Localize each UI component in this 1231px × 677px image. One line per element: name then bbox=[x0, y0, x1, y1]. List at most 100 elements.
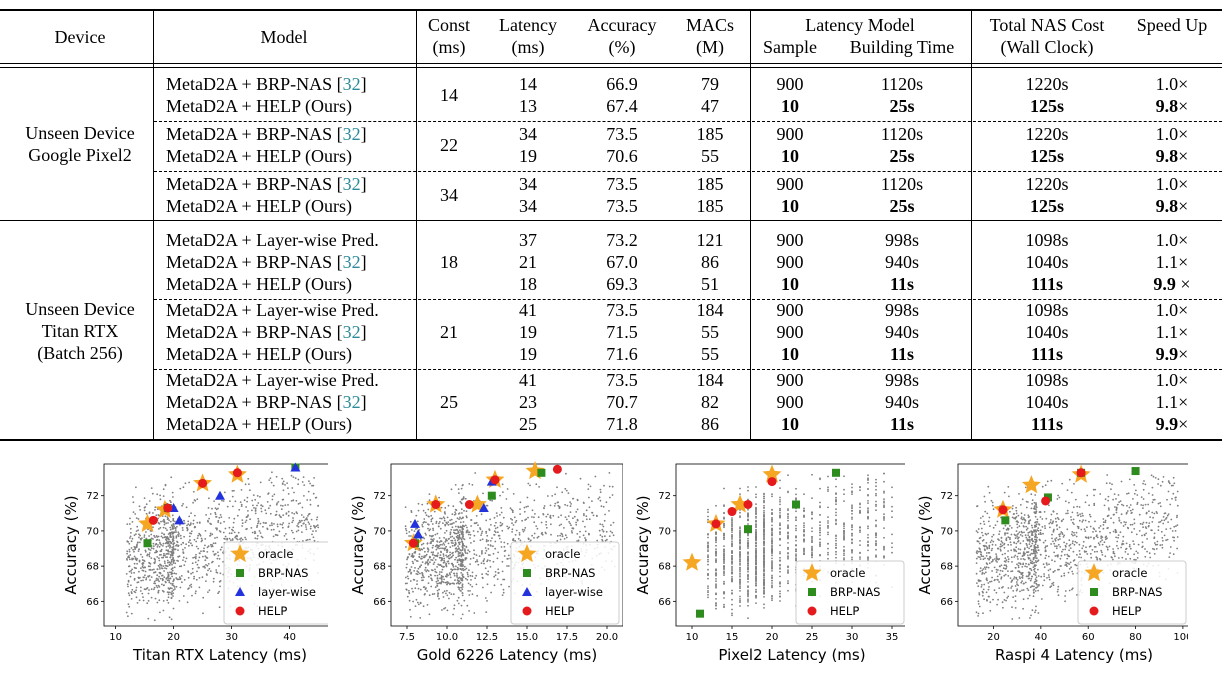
background-point bbox=[723, 593, 725, 595]
model-label: MetaD2A + BRP-NAS [ bbox=[166, 252, 343, 272]
brp-nas-point bbox=[744, 525, 752, 533]
y-tick-label: 72 bbox=[658, 491, 671, 502]
background-point bbox=[991, 550, 993, 552]
background-point bbox=[133, 558, 135, 560]
background-point bbox=[316, 497, 318, 499]
background-point bbox=[282, 483, 284, 485]
background-point bbox=[136, 563, 138, 565]
speedup-number: 1.1 bbox=[1156, 252, 1179, 272]
background-point bbox=[461, 512, 463, 514]
background-point bbox=[167, 560, 169, 562]
citation-close: ] bbox=[361, 174, 367, 194]
background-point bbox=[763, 536, 765, 538]
building-value: 11s bbox=[890, 274, 914, 295]
background-point bbox=[1112, 548, 1114, 550]
latency-value: 21 bbox=[519, 252, 537, 273]
background-point bbox=[554, 505, 556, 507]
speedup-number: 9.9 bbox=[1156, 344, 1179, 364]
background-point bbox=[288, 515, 290, 517]
background-point bbox=[502, 483, 504, 485]
background-point bbox=[450, 577, 452, 579]
y-tick-label: 68 bbox=[86, 562, 99, 573]
background-point bbox=[450, 593, 452, 595]
background-point bbox=[976, 558, 978, 560]
background-point bbox=[421, 558, 423, 560]
background-point bbox=[133, 551, 135, 553]
background-point bbox=[168, 519, 170, 521]
background-point bbox=[135, 592, 137, 594]
background-point bbox=[1015, 537, 1017, 539]
background-point bbox=[763, 501, 765, 503]
background-point bbox=[451, 563, 453, 565]
background-point bbox=[739, 587, 741, 589]
background-point bbox=[731, 609, 733, 611]
background-point bbox=[883, 537, 885, 539]
background-point bbox=[301, 520, 303, 522]
background-point bbox=[176, 560, 178, 562]
header-const-unit: (ms) bbox=[433, 37, 466, 58]
background-point bbox=[218, 591, 220, 593]
background-point bbox=[427, 604, 429, 606]
background-point bbox=[977, 585, 979, 587]
background-point bbox=[172, 580, 174, 582]
background-point bbox=[1044, 525, 1046, 527]
background-point bbox=[271, 522, 273, 524]
background-point bbox=[755, 595, 757, 597]
background-point bbox=[462, 578, 464, 580]
background-point bbox=[530, 539, 532, 541]
background-point bbox=[474, 577, 476, 579]
background-point bbox=[984, 557, 986, 559]
model-label: MetaD2A + BRP-NAS [ bbox=[166, 392, 343, 412]
background-point bbox=[408, 590, 410, 592]
background-point bbox=[436, 566, 438, 568]
background-point bbox=[444, 525, 446, 527]
background-point bbox=[1036, 576, 1038, 578]
background-point bbox=[165, 515, 167, 517]
background-point bbox=[495, 571, 497, 573]
background-point bbox=[811, 547, 813, 549]
background-point bbox=[1142, 523, 1144, 525]
background-point bbox=[189, 585, 191, 587]
background-point bbox=[835, 535, 837, 537]
background-point bbox=[476, 522, 478, 524]
background-point bbox=[423, 510, 425, 512]
background-point bbox=[446, 530, 448, 532]
background-point bbox=[715, 561, 717, 563]
background-point bbox=[190, 542, 192, 544]
background-point bbox=[167, 549, 169, 551]
background-point bbox=[487, 574, 489, 576]
total-value: 125s bbox=[1030, 196, 1064, 217]
background-point bbox=[1088, 536, 1090, 538]
background-point bbox=[779, 600, 781, 602]
background-point bbox=[755, 496, 757, 498]
background-point bbox=[441, 580, 443, 582]
background-point bbox=[157, 578, 159, 580]
background-point bbox=[1018, 567, 1020, 569]
speedup-number: 9.8 bbox=[1156, 196, 1179, 216]
model-label: MetaD2A + Layer-wise Pred. bbox=[166, 230, 379, 250]
background-point bbox=[272, 499, 274, 501]
background-point bbox=[811, 538, 813, 540]
background-point bbox=[172, 514, 174, 516]
background-point bbox=[169, 616, 171, 618]
background-point bbox=[494, 584, 496, 586]
background-point bbox=[489, 560, 491, 562]
background-point bbox=[443, 553, 445, 555]
header-const: Const bbox=[428, 15, 470, 36]
speedup-number: 1.0 bbox=[1156, 370, 1179, 390]
background-point bbox=[483, 561, 485, 563]
background-point bbox=[1143, 522, 1145, 524]
background-point bbox=[161, 532, 163, 534]
legend-label: oracle bbox=[830, 566, 865, 580]
background-point bbox=[442, 569, 444, 571]
help-point bbox=[233, 468, 242, 477]
background-point bbox=[163, 576, 165, 578]
background-point bbox=[1165, 528, 1167, 530]
background-point bbox=[533, 521, 535, 523]
background-point bbox=[208, 518, 210, 520]
model-name: MetaD2A + HELP (Ours) bbox=[166, 96, 352, 117]
background-point bbox=[981, 528, 983, 530]
background-point bbox=[779, 531, 781, 533]
background-point bbox=[843, 524, 845, 526]
model-label: MetaD2A + HELP (Ours) bbox=[166, 344, 352, 364]
